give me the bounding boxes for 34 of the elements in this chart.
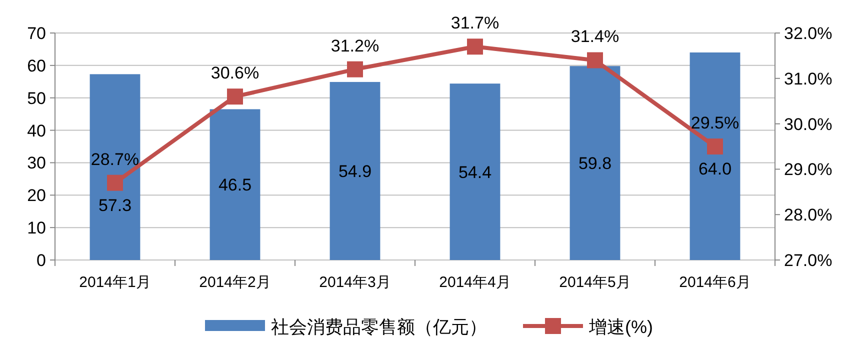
data-label: 29.5% bbox=[690, 114, 740, 132]
y2-tick-label: 27.0% bbox=[784, 251, 832, 270]
data-label: 57.3 bbox=[98, 196, 132, 215]
x-tick-label: 2014年5月 bbox=[559, 274, 631, 291]
data-label: 31.2% bbox=[330, 36, 380, 56]
data-label: 31.4% bbox=[570, 27, 620, 46]
y2-tick-label: 29.0% bbox=[784, 160, 832, 180]
y-tick-label: 20 bbox=[27, 186, 46, 206]
y-tick-label: 10 bbox=[27, 218, 46, 238]
y-tick-label: 40 bbox=[27, 121, 46, 140]
y2-tick-label: 28.0% bbox=[784, 206, 832, 225]
y-tick-label: 70 bbox=[27, 24, 46, 43]
data-label: 30.6% bbox=[210, 64, 260, 83]
legend-label: 社会消费品零售额（亿元） bbox=[271, 317, 487, 337]
y-tick-label: 30 bbox=[27, 154, 46, 173]
y-tick-label: 0 bbox=[36, 251, 46, 270]
legend-label: 增速(%) bbox=[588, 317, 653, 337]
x-tick-label: 2014年2月 bbox=[199, 274, 271, 291]
data-label: 64.0 bbox=[698, 160, 732, 178]
data-label: 46.5 bbox=[218, 176, 252, 195]
x-tick-label: 2014年3月 bbox=[319, 274, 391, 291]
y-tick-label: 60 bbox=[27, 56, 46, 76]
y2-tick-label: 32.0% bbox=[784, 24, 832, 43]
data-label: 54.4 bbox=[458, 162, 492, 182]
data-label: 31.7% bbox=[450, 14, 500, 33]
y2-tick-label: 31.0% bbox=[784, 69, 832, 88]
x-tick-label: 2014年6月 bbox=[679, 274, 751, 291]
data-label: 59.8 bbox=[578, 154, 612, 174]
data-label: 28.7% bbox=[90, 150, 140, 169]
x-tick-label: 2014年1月 bbox=[79, 274, 151, 291]
y-tick-label: 50 bbox=[27, 88, 46, 108]
y2-tick-label: 30.0% bbox=[784, 114, 832, 134]
x-tick-label: 2014年4月 bbox=[439, 274, 511, 291]
data-label: 54.9 bbox=[338, 162, 372, 181]
